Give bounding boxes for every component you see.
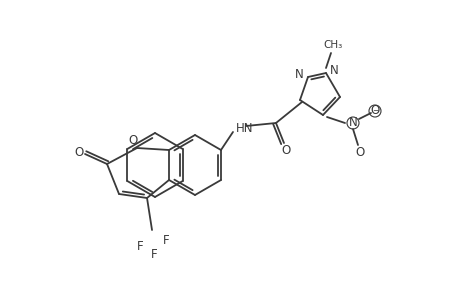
Text: F: F bbox=[151, 248, 157, 260]
Text: F: F bbox=[162, 233, 169, 247]
Text: CH₃: CH₃ bbox=[323, 40, 342, 50]
Text: −: − bbox=[371, 106, 377, 116]
Text: O: O bbox=[369, 104, 379, 118]
Text: O: O bbox=[281, 145, 290, 158]
Text: N: N bbox=[329, 64, 338, 76]
Text: N: N bbox=[348, 116, 357, 130]
Text: N: N bbox=[295, 68, 303, 80]
Text: O: O bbox=[128, 134, 137, 148]
Text: F: F bbox=[136, 239, 143, 253]
Text: O: O bbox=[74, 146, 84, 158]
Text: HN: HN bbox=[235, 122, 253, 134]
Text: O: O bbox=[355, 146, 364, 160]
